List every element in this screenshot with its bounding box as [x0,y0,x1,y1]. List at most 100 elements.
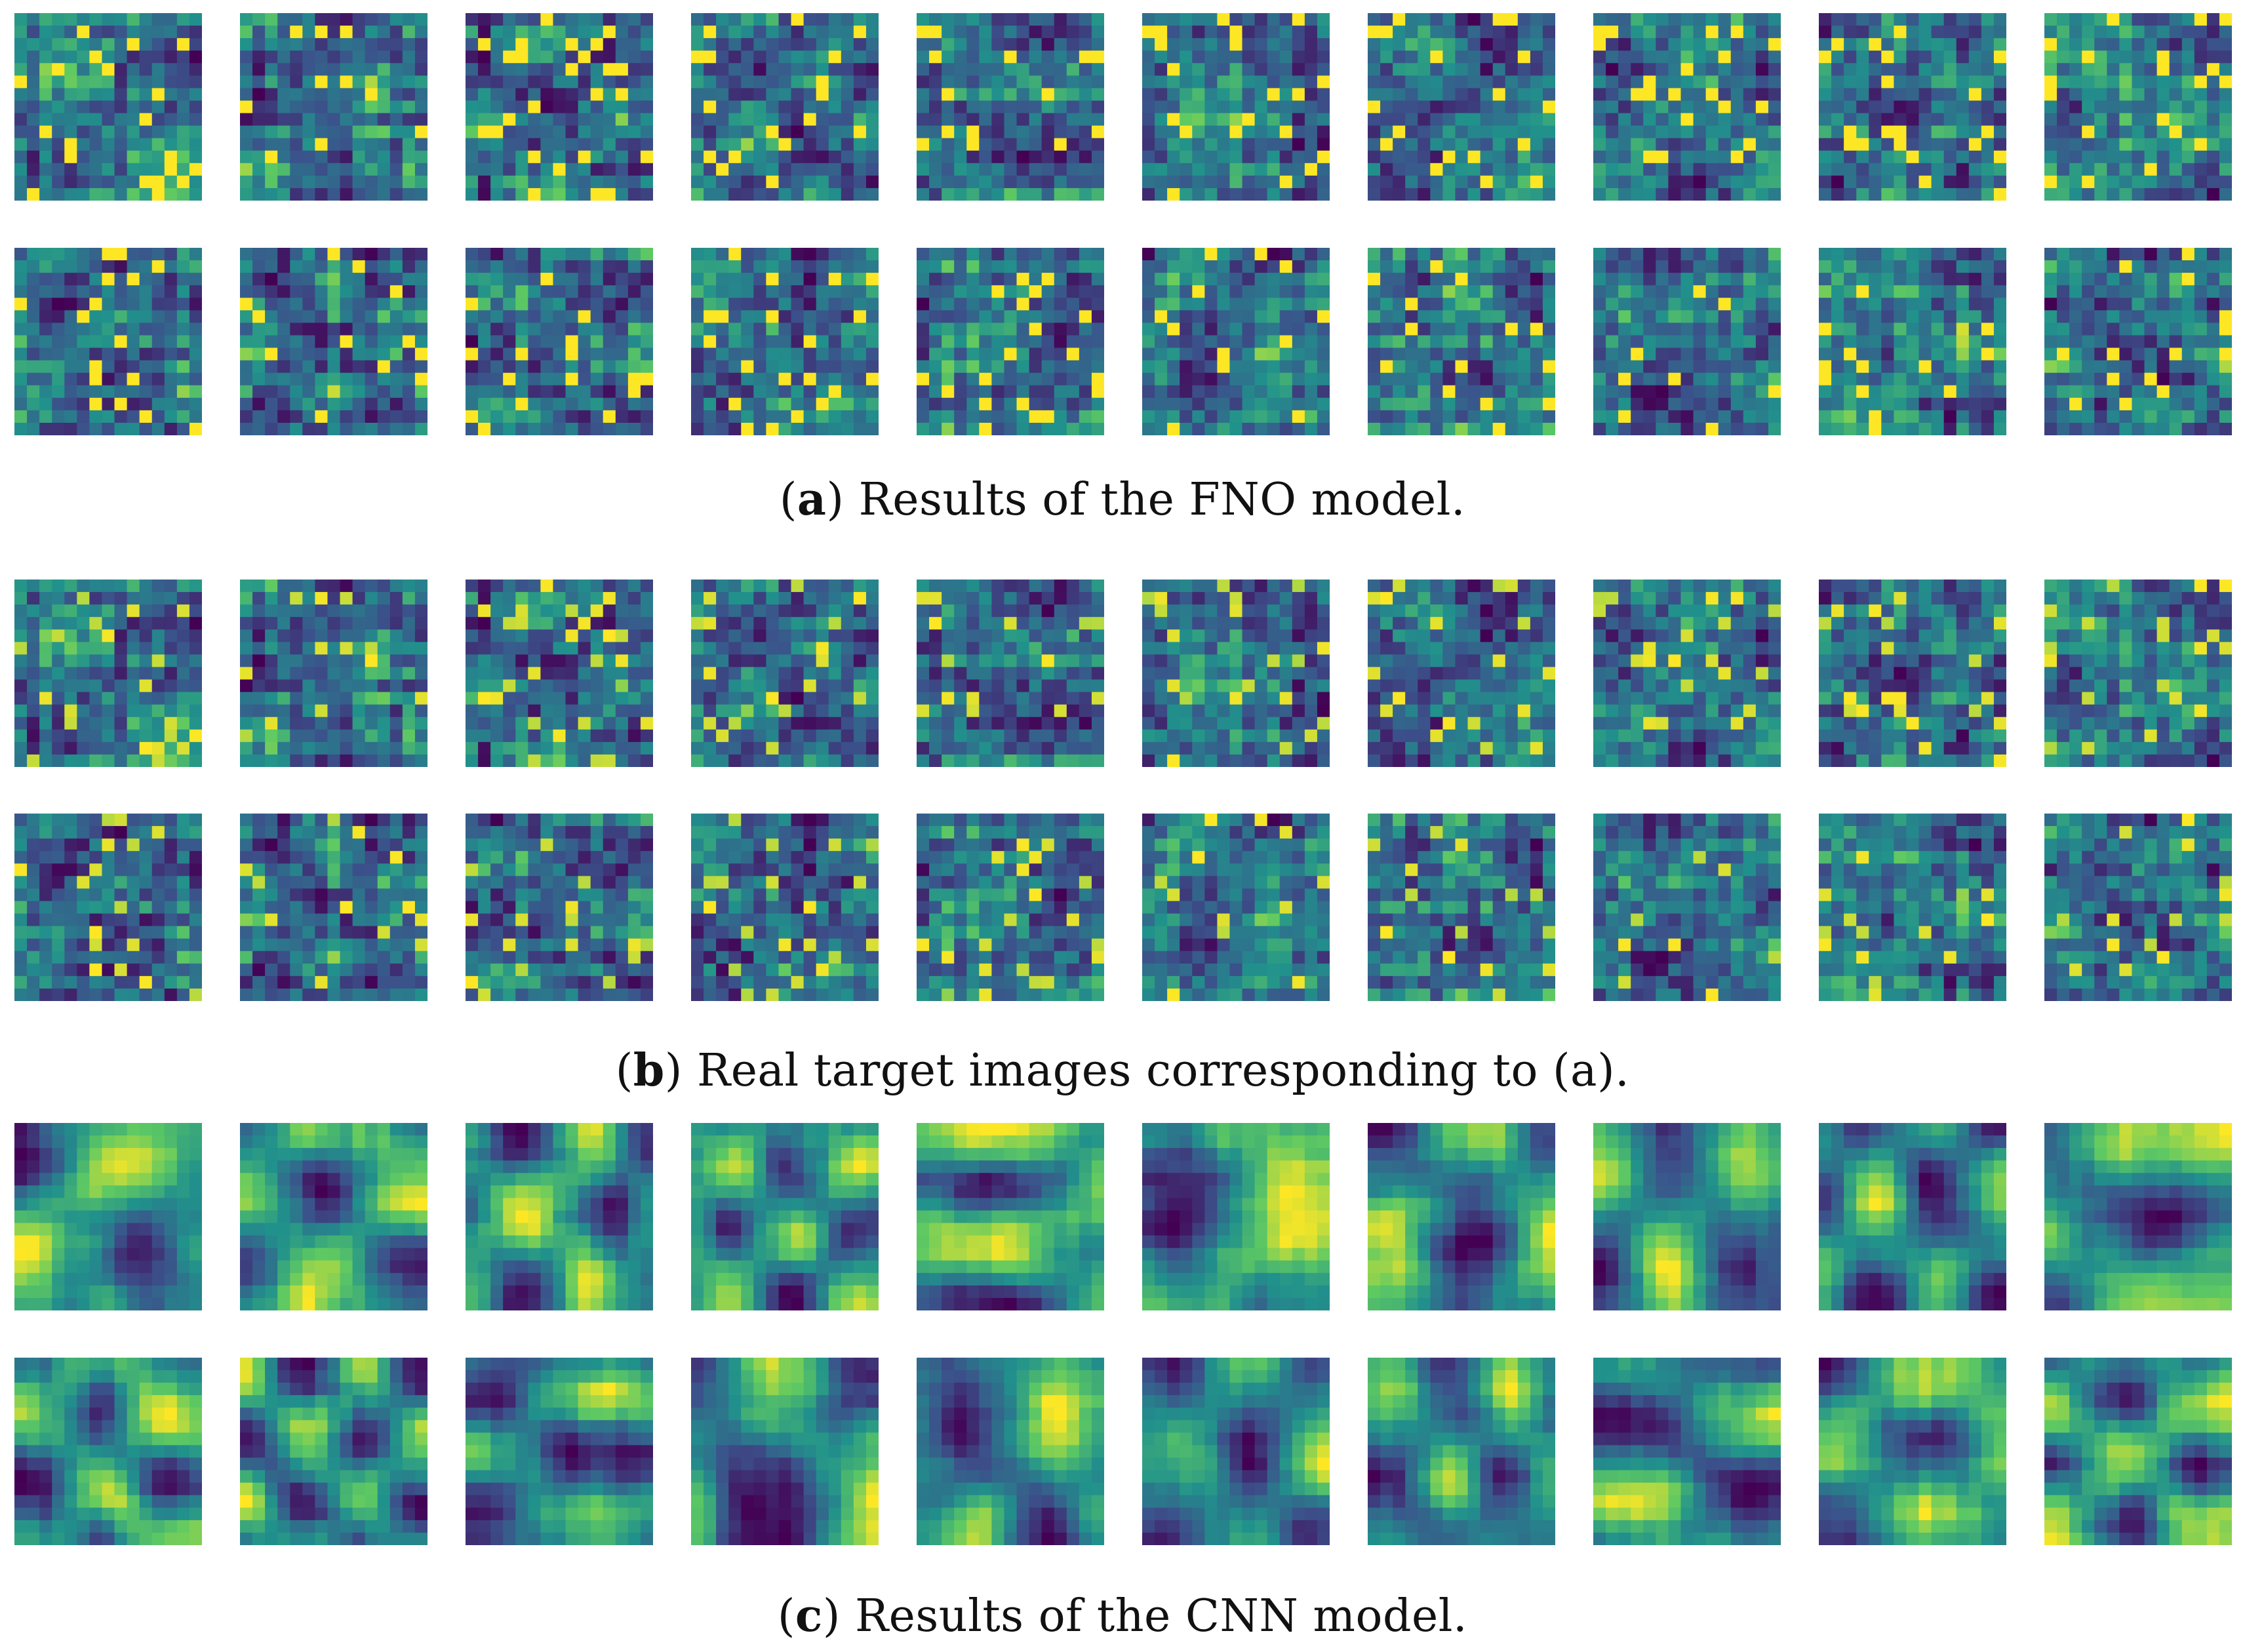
heatmap-cell [2144,298,2158,311]
heatmap-cell [1819,75,1832,88]
heatmap-cell [327,50,341,64]
heatmap-cell [14,692,28,705]
heatmap-cell [1542,88,1555,102]
heatmap-cell [1430,63,1443,76]
heatmap-cell [615,360,629,374]
heatmap-cell [741,410,754,423]
heatmap-cell [1743,285,1757,298]
heatmap-cell [1304,273,1318,286]
heatmap-cell [1981,410,1995,423]
heatmap-cell [2181,38,2195,51]
heatmap-cell [1856,63,1869,76]
heatmap-cell [1643,63,1656,76]
heatmap-cell [841,187,854,201]
heatmap-cell [1718,397,1732,411]
heatmap-cell [603,273,616,286]
heatmap-cell [1167,187,1180,201]
heatmap-cell [565,385,579,399]
heatmap-cell [590,410,604,423]
heatmap-cell [1881,360,1894,374]
heatmap-cell [1705,113,1719,127]
heatmap-cell [1455,347,1469,361]
heatmap-cell [691,372,704,386]
heatmap-cell [2206,13,2220,26]
heatmap-cell [1430,335,1443,349]
heatmap-cell [627,273,641,286]
heatmap-cell [816,113,829,127]
heatmap-cell [1844,360,1857,374]
heatmap-cell [1718,163,1732,176]
heatmap-cell [828,75,842,88]
heatmap-cell [77,75,90,88]
heatmap-cell [1442,310,1456,323]
heatmap-cell [503,13,516,26]
heatmap-cell [14,629,28,642]
heatmap-cell [164,26,178,39]
heatmap-cell [853,38,867,51]
heatmap-a-2-4 [691,248,879,435]
heatmap-cell [766,248,780,261]
heatmap-cell [151,397,165,411]
heatmap-cell [1054,360,1067,374]
heatmap-cell [603,310,616,323]
heatmap-cell [2206,50,2220,64]
heatmap-cell [1492,347,1506,361]
heatmap-cell [1304,175,1318,189]
heatmap-cell [503,323,516,336]
heatmap-cell [114,629,128,642]
heatmap-cell [1192,360,1205,374]
heatmap-cell [176,323,190,336]
heatmap-cell [377,298,391,311]
heatmap-cell [176,372,190,386]
heatmap-cell [315,75,328,88]
heatmap-cell [402,63,416,76]
heatmap-cell [1016,248,1030,261]
heatmap-cell [1680,100,1694,114]
heatmap-cell [352,138,366,151]
heatmap-cell [2119,38,2133,51]
heatmap-cell [1530,163,1543,176]
heatmap-cell [1705,372,1719,386]
heatmap-cell [176,50,190,64]
heatmap-cell [1680,113,1694,127]
heatmap-cell [327,63,341,76]
heatmap-cell [2144,285,2158,298]
heatmap-cell [277,741,290,755]
heatmap-cell [265,717,278,730]
heatmap-cell [1856,150,1869,164]
heatmap-cell [841,248,854,261]
heatmap-cell [114,642,128,655]
heatmap-cell [991,310,1005,323]
heatmap-cell [39,13,52,26]
heatmap-cell [1393,397,1406,411]
heatmap-cell [52,717,65,730]
heatmap-cell [1393,113,1406,127]
heatmap-cell [327,323,341,336]
heatmap-cell [1993,360,2006,374]
heatmap-cell [89,580,103,593]
heatmap-cell [176,729,190,743]
heatmap-cell [2206,285,2220,298]
heatmap-cell [402,385,416,399]
heatmap-cell [252,273,266,286]
heatmap-cell [1292,260,1305,273]
heatmap-cell [853,100,867,114]
heatmap-cell [778,360,792,374]
heatmap-cell [528,422,541,435]
heatmap-cell [389,360,403,374]
heatmap-cell [1254,372,1268,386]
heatmap-cell [290,410,303,423]
heatmap-cell [603,113,616,127]
heatmap-cell [2119,372,2133,386]
heatmap-cell [578,347,591,361]
heatmap-cell [352,13,366,26]
heatmap-cell [64,692,77,705]
heatmap-cell [1430,285,1443,298]
heatmap-cell [265,729,278,743]
heatmap-cell [27,741,40,755]
heatmap-cell [1405,323,1418,336]
heatmap-cell [590,273,604,286]
heatmap-cell [1430,187,1443,201]
heatmap-cell [365,410,378,423]
heatmap-cell [553,125,566,139]
